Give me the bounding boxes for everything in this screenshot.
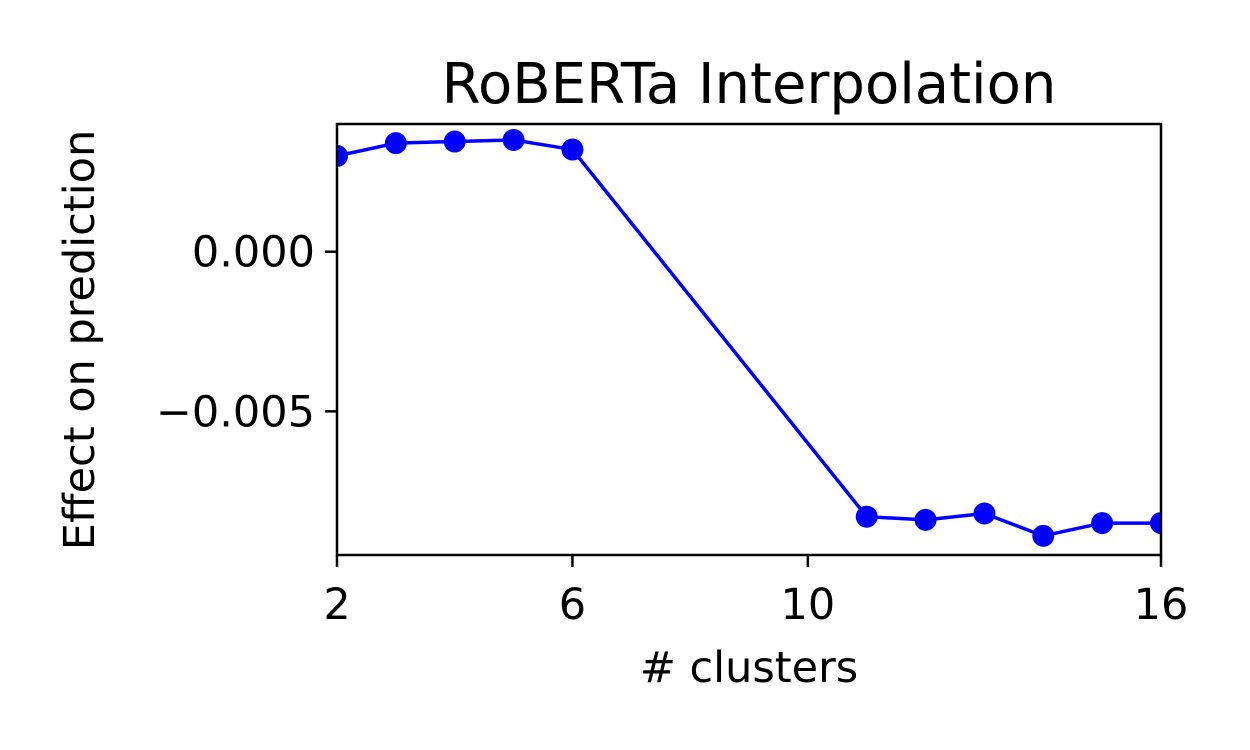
data-point [384,132,407,155]
plot-area-frame [335,122,1163,557]
data-point [1032,524,1055,547]
x-tick-label: 10 [780,580,835,630]
axis-ticks: 2 6 10 16 0.000 −0.005 [156,228,1189,630]
data-point [914,508,937,531]
y-tick-label: 0.000 [192,228,315,278]
data-point [502,128,525,151]
y-tick-label: −0.005 [156,387,315,437]
data-point [561,138,584,161]
data-point [337,144,348,167]
data-point [443,130,466,153]
data-point [1150,512,1161,535]
x-tick-label: 6 [559,580,586,630]
chart-title: RoBERTa Interpolation [442,52,1057,117]
x-axis-label: # clusters [640,643,858,693]
data-point [1091,512,1114,535]
data-point [973,502,996,525]
x-tick-label: 2 [323,580,350,630]
x-tick-label: 16 [1134,580,1189,630]
series-group [337,128,1161,547]
y-axis-label: Effect on prediction [55,130,105,550]
series-line [337,138,1161,538]
data-point [855,505,878,528]
